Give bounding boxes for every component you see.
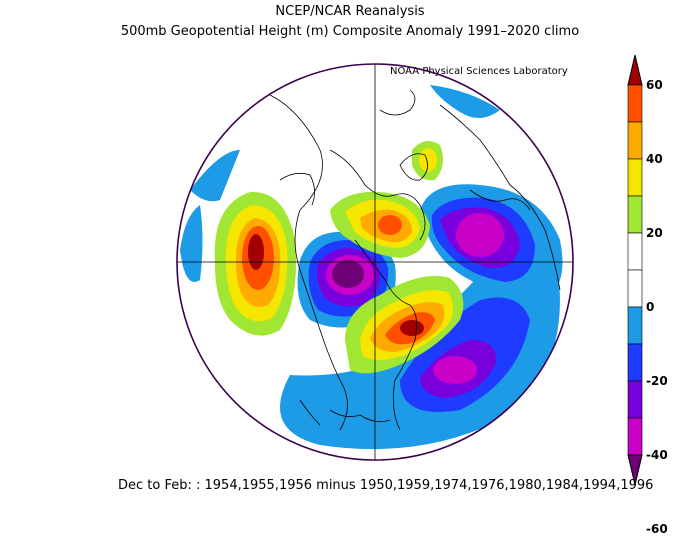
composite-years-label: Dec to Feb: : 1954,1955,1956 minus 1950,… bbox=[118, 478, 654, 493]
positive-anomaly-atlantic-peak bbox=[400, 320, 424, 336]
colorbar-tick-label: -20 bbox=[646, 374, 668, 388]
negative-anomaly-eurasia-center bbox=[456, 213, 504, 257]
colorbar-segment bbox=[627, 343, 643, 382]
colorbar-segment bbox=[627, 121, 643, 160]
colorbar-top-arrow bbox=[627, 54, 643, 86]
colorbar-segment bbox=[627, 195, 643, 234]
credit-label: NOAA Physical Sciences Laboratory bbox=[390, 66, 568, 77]
colorbar-tick-label: -40 bbox=[646, 448, 668, 462]
positive-anomaly-pacific-peak bbox=[248, 234, 264, 270]
colorbar-segment bbox=[627, 380, 643, 419]
negative-anomaly-north-atlantic bbox=[430, 85, 500, 119]
map-title: NCEP/NCAR Reanalysis bbox=[275, 4, 425, 19]
negative-anomaly-west-ring bbox=[180, 205, 203, 282]
positive-anomaly-polar-3 bbox=[378, 215, 402, 235]
negative-anomaly-canada-peak bbox=[332, 260, 364, 288]
colorbar-tick-label: 40 bbox=[646, 152, 663, 166]
colorbar-segment bbox=[627, 158, 643, 197]
colorbar: 60 40 20 0 -20 -40 -60 bbox=[627, 54, 668, 536]
map-boundary-circle bbox=[176, 63, 574, 461]
colorbar-segment bbox=[627, 232, 643, 271]
anomaly-field bbox=[177, 64, 573, 460]
coastlines bbox=[269, 89, 561, 431]
colorbar-tick-label: -60 bbox=[646, 522, 668, 536]
colorbar-segment bbox=[627, 269, 643, 308]
colorbar-tick-label: 20 bbox=[646, 226, 663, 240]
colorbar-bottom-arrow bbox=[627, 454, 643, 486]
positive-anomaly-scandinavia-core bbox=[419, 148, 437, 172]
map-subtitle: 500mb Geopotential Height (m) Composite … bbox=[120, 24, 580, 39]
negative-anomaly-arctic-ring bbox=[190, 150, 240, 202]
colorbar-tick-label: 0 bbox=[646, 300, 654, 314]
negative-anomaly-atlantic-center bbox=[433, 356, 477, 384]
colorbar-segment bbox=[627, 306, 643, 345]
colorbar-segment bbox=[627, 417, 643, 456]
colorbar-tick-label: 60 bbox=[646, 78, 663, 92]
colorbar-segment bbox=[627, 84, 643, 123]
